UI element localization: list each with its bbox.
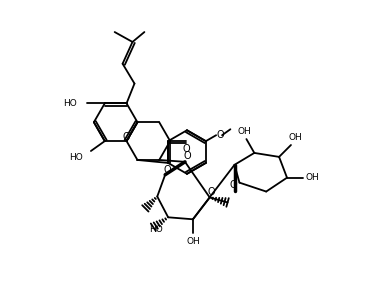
Text: O: O (182, 144, 190, 154)
Text: O: O (183, 151, 191, 161)
Text: OH: OH (186, 237, 200, 246)
Text: OH: OH (306, 173, 320, 182)
Text: OH: OH (237, 127, 251, 136)
Text: O: O (163, 165, 171, 175)
Text: O: O (208, 187, 216, 197)
Text: O: O (230, 180, 237, 190)
Text: HO: HO (149, 225, 163, 234)
Text: OH: OH (288, 133, 302, 142)
Text: O: O (123, 132, 130, 142)
Text: O: O (216, 130, 224, 140)
Text: HO: HO (63, 99, 77, 108)
Text: HO: HO (69, 153, 83, 162)
